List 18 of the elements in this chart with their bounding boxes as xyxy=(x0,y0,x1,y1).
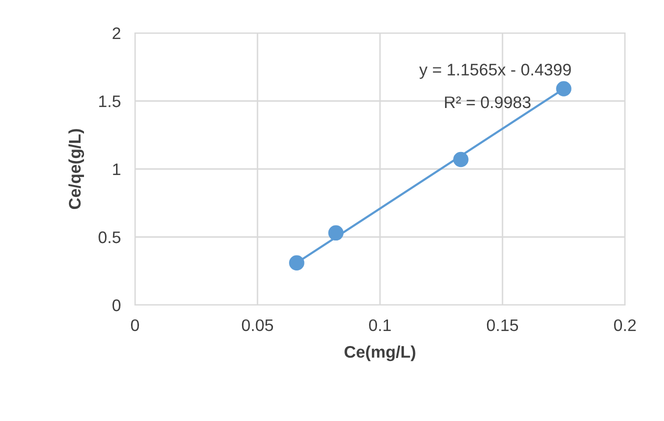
point xyxy=(556,81,572,96)
y-tick-label: 1.5 xyxy=(99,96,120,108)
y-tick-label: 1 xyxy=(113,164,120,176)
x-tick-label: 0.1 xyxy=(369,319,391,332)
x-tick-label: 0.15 xyxy=(486,319,518,332)
y-tick-label: 0 xyxy=(112,299,120,312)
annotation: y = 1.1565x - 0.4399 xyxy=(419,64,571,79)
point xyxy=(328,225,344,241)
y-tick-label: 0.5 xyxy=(98,231,120,244)
annotation: R² = 0.9983 xyxy=(445,96,531,108)
x-axis-title: Ce(mg/L) xyxy=(344,346,416,362)
point xyxy=(289,255,304,270)
y-axis-title: Ce/qe(g/L) xyxy=(68,129,84,210)
point xyxy=(453,152,468,168)
x-tick-label: 0.05 xyxy=(242,319,274,332)
x-tick-label: 0.2 xyxy=(614,319,636,332)
y-tick-label: 2 xyxy=(112,27,120,40)
x-tick-label: 0 xyxy=(131,319,139,332)
